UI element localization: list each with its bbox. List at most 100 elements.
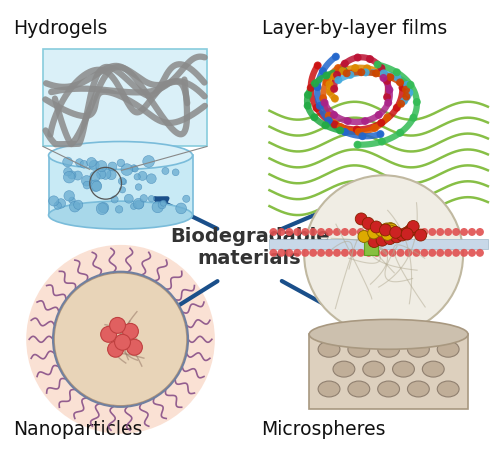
FancyBboxPatch shape bbox=[43, 49, 207, 146]
Circle shape bbox=[380, 224, 392, 236]
Circle shape bbox=[362, 68, 370, 77]
Circle shape bbox=[390, 231, 402, 243]
Circle shape bbox=[316, 102, 324, 110]
Ellipse shape bbox=[363, 361, 384, 377]
Circle shape bbox=[120, 187, 126, 193]
Circle shape bbox=[304, 91, 312, 99]
FancyBboxPatch shape bbox=[364, 237, 378, 255]
Circle shape bbox=[386, 73, 394, 81]
Circle shape bbox=[394, 73, 402, 82]
Circle shape bbox=[354, 141, 362, 149]
Circle shape bbox=[64, 171, 75, 183]
Circle shape bbox=[70, 201, 80, 212]
Circle shape bbox=[121, 164, 132, 175]
Circle shape bbox=[356, 213, 367, 225]
Circle shape bbox=[330, 85, 338, 93]
Circle shape bbox=[301, 228, 309, 236]
FancyBboxPatch shape bbox=[270, 239, 488, 249]
Circle shape bbox=[325, 112, 332, 120]
Circle shape bbox=[80, 160, 88, 168]
Circle shape bbox=[365, 228, 372, 236]
Circle shape bbox=[378, 119, 386, 127]
Circle shape bbox=[74, 200, 83, 209]
Circle shape bbox=[96, 161, 107, 172]
Circle shape bbox=[393, 68, 401, 76]
Circle shape bbox=[452, 249, 460, 257]
Ellipse shape bbox=[378, 381, 400, 397]
Circle shape bbox=[319, 67, 327, 75]
Circle shape bbox=[56, 199, 66, 208]
FancyBboxPatch shape bbox=[49, 155, 193, 215]
Circle shape bbox=[307, 84, 314, 92]
Circle shape bbox=[64, 168, 72, 176]
Ellipse shape bbox=[392, 361, 414, 377]
Circle shape bbox=[396, 229, 408, 241]
Circle shape bbox=[420, 249, 428, 257]
Circle shape bbox=[162, 168, 169, 174]
Circle shape bbox=[372, 228, 380, 236]
Circle shape bbox=[117, 159, 124, 167]
Circle shape bbox=[468, 228, 476, 236]
Circle shape bbox=[412, 249, 420, 257]
Circle shape bbox=[396, 249, 404, 257]
Circle shape bbox=[368, 227, 380, 239]
Circle shape bbox=[402, 92, 410, 101]
Circle shape bbox=[406, 89, 413, 96]
Circle shape bbox=[420, 228, 428, 236]
Circle shape bbox=[334, 76, 342, 84]
Circle shape bbox=[96, 170, 106, 179]
Ellipse shape bbox=[378, 341, 400, 357]
Circle shape bbox=[118, 178, 126, 185]
Circle shape bbox=[320, 99, 328, 106]
Circle shape bbox=[460, 228, 468, 236]
Circle shape bbox=[325, 249, 333, 257]
Circle shape bbox=[349, 228, 357, 236]
Circle shape bbox=[294, 228, 301, 236]
Circle shape bbox=[106, 170, 116, 180]
Circle shape bbox=[375, 68, 383, 76]
Circle shape bbox=[390, 226, 402, 238]
Circle shape bbox=[428, 249, 436, 257]
Circle shape bbox=[270, 249, 278, 257]
Circle shape bbox=[92, 181, 102, 191]
Circle shape bbox=[363, 64, 371, 72]
Circle shape bbox=[436, 249, 444, 257]
Circle shape bbox=[278, 228, 285, 236]
Circle shape bbox=[413, 98, 421, 106]
Circle shape bbox=[100, 169, 111, 179]
Circle shape bbox=[404, 228, 412, 236]
Circle shape bbox=[468, 249, 476, 257]
Circle shape bbox=[325, 228, 333, 236]
Circle shape bbox=[326, 80, 334, 88]
Circle shape bbox=[384, 222, 396, 235]
Ellipse shape bbox=[422, 361, 444, 377]
Circle shape bbox=[383, 93, 391, 101]
Circle shape bbox=[380, 228, 388, 236]
Ellipse shape bbox=[348, 381, 370, 397]
Circle shape bbox=[476, 249, 484, 257]
Circle shape bbox=[366, 55, 374, 63]
Circle shape bbox=[353, 125, 361, 134]
Circle shape bbox=[410, 114, 418, 122]
Circle shape bbox=[344, 117, 351, 125]
Circle shape bbox=[111, 196, 118, 203]
Circle shape bbox=[124, 194, 134, 203]
Circle shape bbox=[333, 228, 341, 236]
Ellipse shape bbox=[333, 361, 355, 377]
Circle shape bbox=[330, 72, 338, 80]
Circle shape bbox=[152, 202, 164, 213]
Ellipse shape bbox=[309, 319, 468, 349]
Circle shape bbox=[73, 171, 83, 180]
Circle shape bbox=[384, 99, 392, 107]
Circle shape bbox=[396, 78, 404, 87]
Circle shape bbox=[108, 162, 117, 171]
Circle shape bbox=[132, 166, 138, 172]
Circle shape bbox=[384, 232, 396, 245]
FancyBboxPatch shape bbox=[309, 334, 468, 409]
Circle shape bbox=[331, 95, 339, 103]
Circle shape bbox=[406, 223, 418, 235]
Ellipse shape bbox=[48, 201, 193, 229]
Circle shape bbox=[341, 249, 349, 257]
Circle shape bbox=[48, 196, 59, 206]
Circle shape bbox=[380, 74, 388, 82]
